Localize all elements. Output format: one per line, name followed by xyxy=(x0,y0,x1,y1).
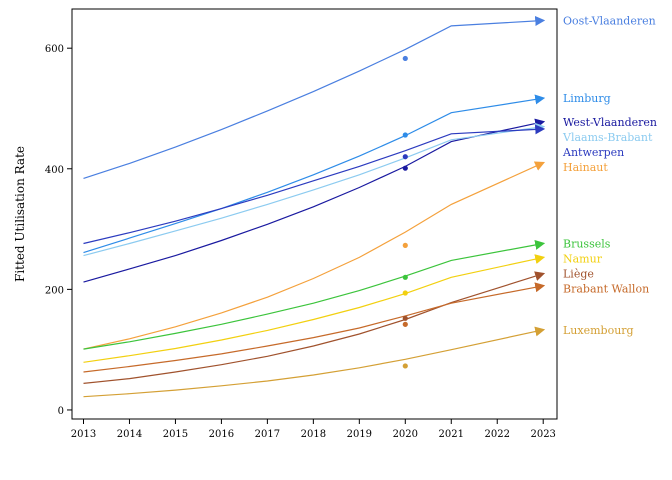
series-point-7 xyxy=(402,290,408,296)
series-line-2 xyxy=(83,118,546,283)
series-line-4 xyxy=(83,124,546,245)
y-axis-title: Fitted Utilisation Rate xyxy=(13,146,27,282)
x-tick-label: 2019 xyxy=(347,429,372,440)
plot-frame xyxy=(71,8,558,420)
series-label-3: Vlaams-Brabant xyxy=(562,131,653,144)
series-label-10: Luxembourg xyxy=(563,324,634,337)
series-line-6 xyxy=(83,240,546,350)
series-line-5 xyxy=(83,161,546,350)
series-point-6 xyxy=(402,274,408,280)
x-axis: 2013 2014 2015 2016 2017 2018 2019 2020 2021 2022… xyxy=(71,419,556,440)
series-point-1 xyxy=(402,132,408,138)
series-line-9 xyxy=(83,282,546,373)
x-tick-label: 2018 xyxy=(301,429,326,440)
series-point-0 xyxy=(402,55,408,62)
y-tick-label: 0 xyxy=(58,406,64,417)
x-tick-label: 2023 xyxy=(530,429,555,440)
series-label-2: West-Vlaanderen xyxy=(563,116,657,129)
x-tick-label: 2020 xyxy=(393,429,418,440)
series-line-0 xyxy=(83,15,546,179)
series-labels: Oost-Vlaanderen Limburg West-Vlaanderen Vla… xyxy=(562,14,657,336)
series-point-5 xyxy=(402,242,408,248)
series-line-1 xyxy=(83,94,546,254)
x-tick-label: 2021 xyxy=(439,429,464,440)
series-label-9: Brabant Wallon xyxy=(563,283,649,296)
y-tick-label: 200 xyxy=(45,285,64,296)
series-point-10 xyxy=(402,363,408,369)
series-lines xyxy=(83,15,546,398)
x-tick-label: 2015 xyxy=(163,429,188,440)
series-label-7: Namur xyxy=(563,253,603,266)
series-points xyxy=(402,55,408,369)
series-label-8: Liège xyxy=(563,268,594,281)
series-line-8 xyxy=(83,271,546,384)
x-tick-label: 2022 xyxy=(485,429,510,440)
series-point-8 xyxy=(402,315,408,321)
series-point-2 xyxy=(402,165,408,171)
x-tick-label: 2013 xyxy=(71,429,96,440)
series-line-3 xyxy=(83,122,546,257)
y-tick-label: 600 xyxy=(45,44,64,55)
x-tick-label: 2016 xyxy=(209,429,234,440)
series-label-1: Limburg xyxy=(563,92,611,105)
y-axis: 0 200 400 600 xyxy=(45,44,72,417)
series-point-9 xyxy=(402,321,408,327)
series-label-4: Antwerpen xyxy=(562,146,624,159)
series-point-4 xyxy=(402,154,408,160)
series-line-10 xyxy=(83,326,546,398)
series-label-0: Oost-Vlaanderen xyxy=(563,14,656,27)
series-label-5: Hainaut xyxy=(563,161,608,174)
x-tick-label: 2017 xyxy=(255,429,280,440)
series-line-7 xyxy=(83,254,546,363)
series-label-6: Brussels xyxy=(563,238,611,251)
x-tick-label: 2014 xyxy=(117,429,142,440)
y-tick-label: 400 xyxy=(45,165,64,176)
